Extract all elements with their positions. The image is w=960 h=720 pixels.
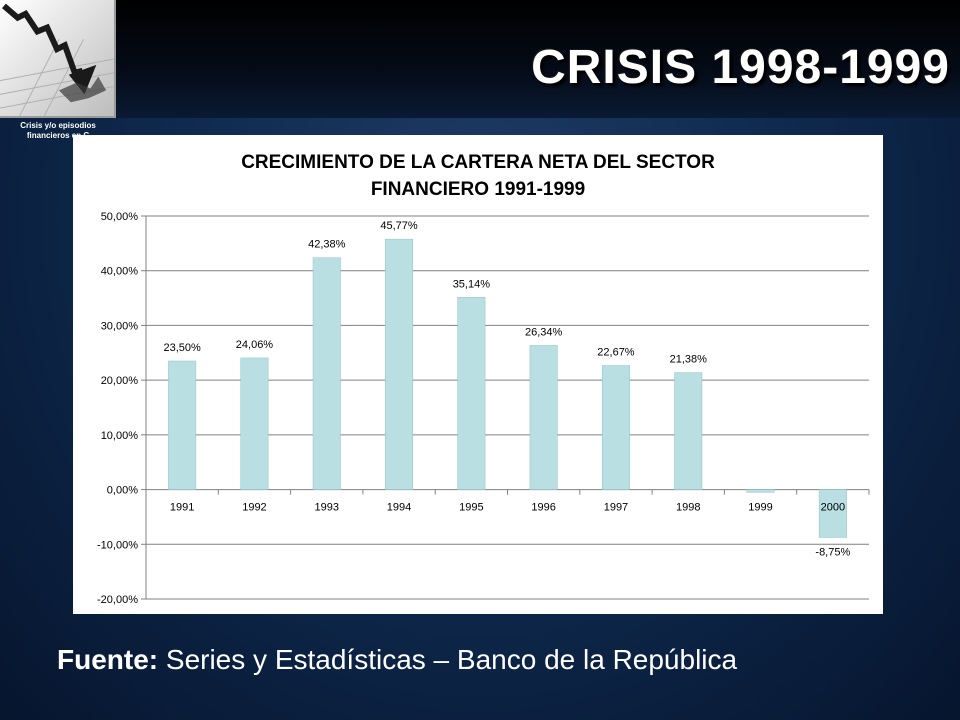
top-bar — [0, 0, 960, 118]
x-tick-label: 1995 — [459, 502, 483, 514]
data-label-1996: 26,34% — [525, 326, 563, 338]
chart-panel: CRECIMIENTO DE LA CARTERA NETA DEL SECTO… — [73, 135, 883, 614]
logo-caption: Crisis y/o episodios financieros en C — [0, 121, 116, 141]
data-labels: 1991 23,50% 1992 24,06% 1993 42,38% 1994 45,77%… — [163, 220, 850, 558]
bar-1996 — [529, 345, 558, 490]
logo-image — [0, 0, 116, 118]
x-tick-label: 1994 — [387, 502, 411, 514]
chart-title-line2: FINANCIERO 1991-1999 — [371, 179, 585, 200]
data-label-2000: -8,75% — [815, 546, 850, 558]
logo-caption-line2: financieros en C — [26, 131, 90, 140]
y-tick-label: 10,00% — [101, 430, 139, 442]
chart-title-line1: CRECIMIENTO DE LA CARTERA NETA DEL SECTO… — [241, 152, 715, 173]
y-tick-label: 50,00% — [101, 211, 139, 223]
bar-1994 — [385, 238, 414, 490]
bar-chart: CRECIMIENTO DE LA CARTERA NETA DEL SECTO… — [97, 152, 870, 606]
bar-1998 — [674, 372, 703, 490]
x-tick-label: 1991 — [170, 502, 194, 514]
bar-1999 — [746, 489, 775, 493]
x-tick-label: 1997 — [604, 502, 628, 514]
bar-1995 — [457, 297, 486, 490]
x-tick-label: 1993 — [315, 502, 339, 514]
source-text: Series y Estadísticas – Banco de la Repú… — [158, 644, 738, 675]
data-label-1994: 45,77% — [380, 220, 418, 232]
slide-title: CRISIS 1998-1999 — [531, 41, 950, 94]
bar-1993 — [312, 257, 341, 490]
y-tick-label: 0,00% — [107, 485, 138, 497]
y-tick-label: -10,00% — [97, 539, 138, 551]
bar-1991 — [168, 360, 197, 490]
bar-2000 — [818, 489, 847, 538]
logo-caption-line1: Crisis y/o episodios — [20, 121, 96, 130]
data-label-1997: 22,67% — [597, 347, 635, 359]
x-tick-label: 1992 — [242, 502, 266, 514]
y-tick-label: 20,00% — [101, 375, 139, 387]
source-label: Fuente: — [57, 644, 159, 675]
y-tick-label: 40,00% — [101, 266, 139, 278]
data-label-1992: 24,06% — [236, 339, 274, 351]
bar-1992 — [240, 357, 269, 490]
data-label-1993: 42,38% — [308, 239, 346, 251]
bar-1997 — [601, 365, 630, 490]
x-tick-label: 2000 — [821, 502, 845, 514]
data-label-1991: 23,50% — [163, 342, 201, 354]
x-tick-label: 1996 — [531, 502, 555, 514]
y-tick-label: 30,00% — [101, 320, 139, 332]
source-note: Fuente: Series y Estadísticas – Banco de… — [57, 640, 737, 680]
x-tick-label: 1999 — [748, 502, 772, 514]
x-tick-label: 1998 — [676, 502, 700, 514]
data-label-1995: 35,14% — [453, 278, 491, 290]
falling-chart-icon — [0, 0, 114, 116]
axes: 50,00% 40,00% 30,00% 20,00% 10,00% 0,00% -10,0… — [97, 211, 870, 606]
bars — [168, 238, 847, 538]
y-tick-label: -20,00% — [97, 594, 138, 606]
data-label-1998: 21,38% — [670, 354, 708, 366]
